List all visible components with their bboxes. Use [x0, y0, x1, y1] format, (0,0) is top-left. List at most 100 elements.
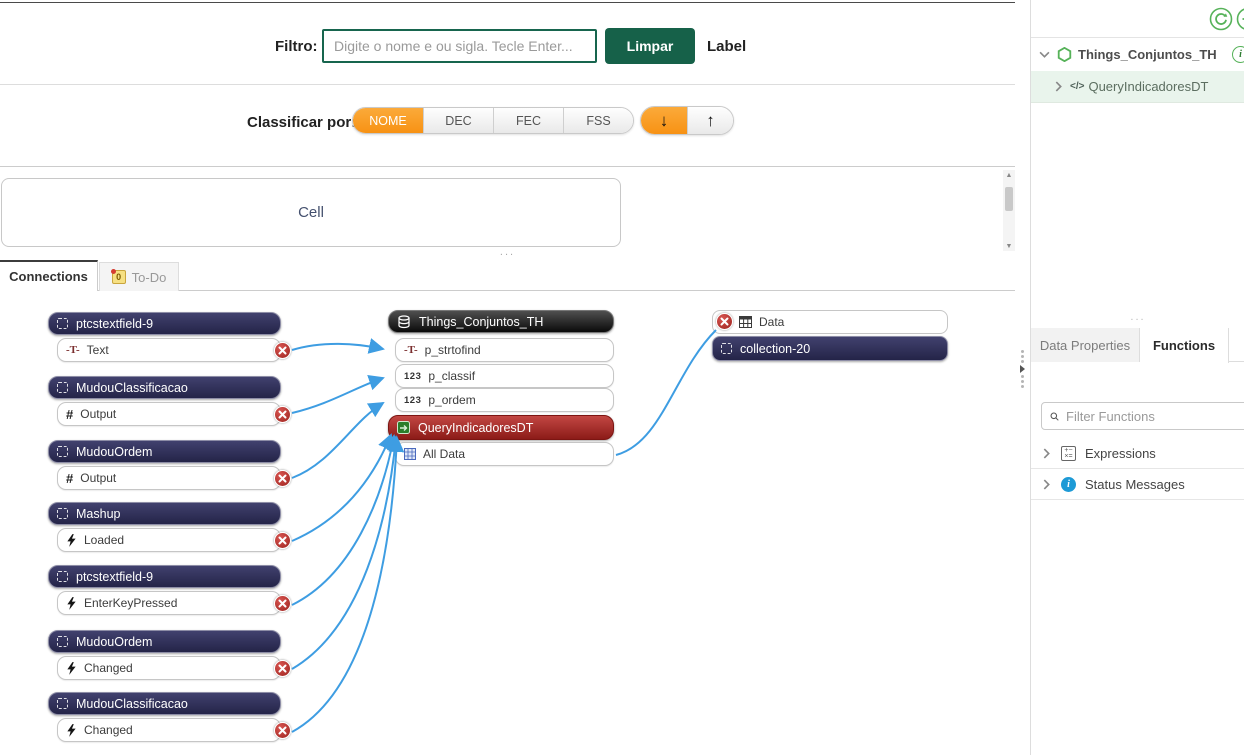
- param-label: p_strtofind: [424, 343, 481, 357]
- remove-connection-button[interactable]: [274, 660, 291, 677]
- remove-connection-button[interactable]: [274, 595, 291, 612]
- port-row[interactable]: Loaded: [57, 528, 281, 552]
- tree-item-service[interactable]: </> QueryIndicadoresDT: [1031, 71, 1244, 103]
- chevron-right-icon[interactable]: [1053, 81, 1064, 92]
- filter-input[interactable]: [322, 29, 597, 63]
- chevron-right-icon[interactable]: [1041, 479, 1052, 490]
- chevron-down-icon[interactable]: [1039, 49, 1050, 60]
- tab-functions[interactable]: Functions: [1140, 328, 1229, 363]
- tab-todo[interactable]: 0 To-Do: [99, 262, 179, 291]
- collapse-panel-icon[interactable]: [1020, 365, 1025, 373]
- param-row[interactable]: 123 p_classif: [395, 364, 614, 388]
- filter-functions-search[interactable]: [1041, 402, 1244, 430]
- entity-node-header[interactable]: Things_Conjuntos_TH: [388, 310, 614, 333]
- widget-icon: [57, 636, 68, 647]
- sort-option-fec[interactable]: FEC: [493, 108, 563, 133]
- text-type-icon: -T-: [66, 344, 80, 356]
- port-label: Output: [80, 407, 117, 421]
- refresh-icon[interactable]: [1209, 7, 1233, 31]
- port-label: Changed: [84, 723, 133, 737]
- filter-bar: Filtro: Limpar Label: [0, 3, 1015, 84]
- number-type-icon: #: [66, 406, 74, 422]
- x-icon: [278, 536, 287, 545]
- section-status-messages[interactable]: i Status Messages: [1031, 469, 1244, 500]
- bottom-panel-tabbar: Connections 0 To-Do: [0, 260, 1015, 291]
- connections-diagram: ptcstextfield-9 -T- Text MudouClassifica…: [0, 292, 1015, 755]
- port-label: Loaded: [84, 533, 125, 547]
- number-type-icon: #: [66, 470, 74, 486]
- service-title: QueryIndicadoresDT: [418, 420, 534, 435]
- service-node-header[interactable]: QueryIndicadoresDT: [388, 415, 614, 440]
- sort-descending-button[interactable]: ↓: [641, 107, 687, 134]
- widget-node-header[interactable]: ptcstextfield-9: [48, 312, 281, 335]
- service-icon: [397, 421, 410, 434]
- filter-functions-input[interactable]: [1066, 408, 1242, 424]
- param-row[interactable]: 123 p_ordem: [395, 388, 614, 412]
- port-label: Text: [86, 343, 109, 357]
- service-output-row[interactable]: All Data: [395, 442, 614, 466]
- remove-connection-button[interactable]: [274, 342, 291, 359]
- param-row[interactable]: -T- p_strtofind: [395, 338, 614, 362]
- sort-direction-group: ↓ ↑: [640, 106, 734, 135]
- x-icon: [278, 346, 287, 355]
- x-icon: [278, 474, 287, 483]
- widget-icon: [57, 698, 68, 709]
- port-row[interactable]: EnterKeyPressed: [57, 591, 281, 615]
- cell-widget[interactable]: Cell: [1, 178, 621, 247]
- number-type-icon: 123: [404, 394, 422, 406]
- widget-icon: [57, 508, 68, 519]
- x-icon: [278, 410, 287, 419]
- sort-option-nome[interactable]: NOME: [353, 108, 423, 133]
- x-icon: [278, 599, 287, 608]
- widget-title: ptcstextfield-9: [76, 316, 154, 331]
- remove-connection-button[interactable]: [274, 406, 291, 423]
- scroll-down-icon[interactable]: ▼: [1005, 242, 1013, 250]
- divider: [0, 166, 1015, 167]
- tree-item-entity[interactable]: Things_Conjuntos_TH i: [1031, 38, 1244, 71]
- port-row[interactable]: Changed: [57, 718, 281, 742]
- widget-node-header[interactable]: ptcstextfield-9: [48, 565, 281, 588]
- tab-todo-label: To-Do: [131, 269, 167, 285]
- port-row[interactable]: -T- Text: [57, 338, 281, 362]
- info-icon[interactable]: i: [1232, 46, 1244, 63]
- widget-icon: [57, 382, 68, 393]
- thing-hexagon-icon: [1057, 47, 1072, 62]
- panel-resize-handle[interactable]: ...: [1130, 311, 1146, 323]
- mashup-canvas: Cell ▲ ▼ ...: [0, 168, 1015, 258]
- scrollbar-thumb[interactable]: [1005, 187, 1013, 211]
- remove-connection-button[interactable]: [274, 722, 291, 739]
- tab-connections[interactable]: Connections: [0, 260, 98, 291]
- collapse-all-icon[interactable]: [1236, 7, 1244, 31]
- sort-ascending-button[interactable]: ↑: [687, 107, 733, 134]
- expressions-icon: +− ×=: [1061, 445, 1076, 461]
- entity-title: Things_Conjuntos_TH: [419, 314, 544, 329]
- data-port-row[interactable]: Data: [712, 310, 948, 334]
- port-row[interactable]: # Output: [57, 402, 281, 426]
- event-lightning-icon: [67, 723, 76, 737]
- section-expressions[interactable]: +− ×= Expressions: [1031, 438, 1244, 469]
- port-row[interactable]: Changed: [57, 656, 281, 680]
- remove-connection-button[interactable]: [274, 532, 291, 549]
- canvas-scrollbar[interactable]: ▲ ▼: [1003, 170, 1015, 251]
- sort-bar: Classificar por: NOME DEC FEC FSS ↓ ↑: [0, 85, 1015, 166]
- data-table-icon: [739, 316, 752, 328]
- widget-node-header[interactable]: MudouOrdem: [48, 630, 281, 653]
- remove-connection-button[interactable]: [716, 313, 733, 330]
- widget-node-header[interactable]: MudouClassificacao: [48, 692, 281, 715]
- scroll-up-icon[interactable]: ▲: [1005, 171, 1013, 179]
- panel-resize-handle[interactable]: ...: [499, 246, 516, 258]
- panel-splitter[interactable]: [1018, 350, 1027, 402]
- chevron-right-icon[interactable]: [1041, 448, 1052, 459]
- port-row[interactable]: # Output: [57, 466, 281, 490]
- widget-node-header[interactable]: Mashup: [48, 502, 281, 525]
- widget-node-header[interactable]: MudouClassificacao: [48, 376, 281, 399]
- remove-connection-button[interactable]: [274, 470, 291, 487]
- port-label: Output: [80, 471, 117, 485]
- widget-node-header[interactable]: collection-20: [712, 336, 948, 361]
- clear-button[interactable]: Limpar: [605, 28, 695, 64]
- sort-option-fss[interactable]: FSS: [563, 108, 633, 133]
- tab-data-properties[interactable]: Data Properties: [1031, 328, 1140, 362]
- sort-option-dec[interactable]: DEC: [423, 108, 493, 133]
- widget-node-header[interactable]: MudouOrdem: [48, 440, 281, 463]
